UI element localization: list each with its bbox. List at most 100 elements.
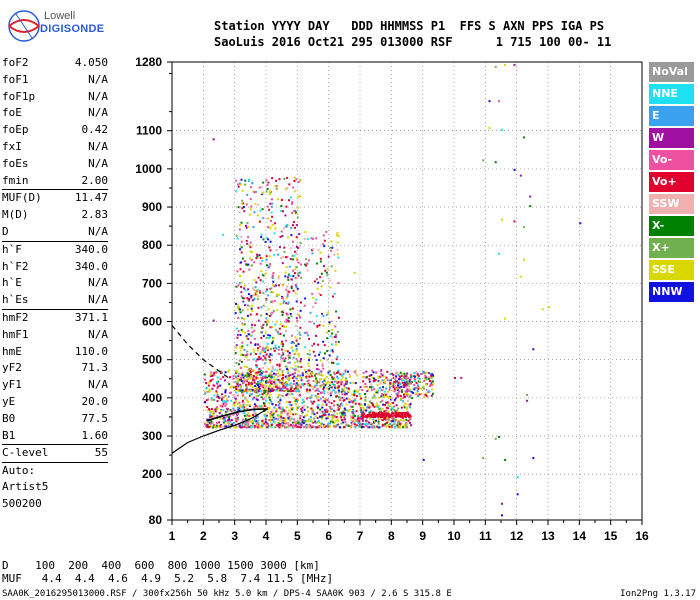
echo-dot <box>314 425 317 428</box>
echo-dot <box>293 210 296 212</box>
echo-dot <box>379 415 382 418</box>
echo-dot <box>233 401 236 404</box>
echo-dot <box>324 397 327 400</box>
echo-dot <box>224 416 227 419</box>
echo-dot <box>397 421 399 424</box>
echo-dot <box>355 390 358 393</box>
echo-dot <box>227 381 230 384</box>
echo-dot <box>366 406 368 409</box>
echo-dot <box>284 419 287 422</box>
echo-dot <box>313 322 315 325</box>
echo-dot <box>263 422 266 425</box>
echo-dot <box>275 378 278 381</box>
echo-dot <box>278 426 281 429</box>
echo-dot <box>286 368 289 371</box>
echo-dot <box>311 344 314 347</box>
echo-dot <box>375 391 378 394</box>
echo-dot <box>240 251 243 254</box>
echo-dot <box>278 368 281 371</box>
echo-dot <box>228 423 231 426</box>
echo-dot <box>266 381 269 384</box>
echo-dot <box>322 388 325 391</box>
echo-dot <box>292 406 295 409</box>
echo-dot <box>288 352 291 354</box>
echo-dot <box>277 372 279 375</box>
echo-dot <box>274 426 277 429</box>
echo-dot <box>225 400 227 403</box>
echo-dot <box>354 389 357 392</box>
echo-dot <box>321 410 324 413</box>
echo-dot <box>326 399 329 401</box>
echo-dot <box>288 361 291 364</box>
param-value: 71.3 <box>81 361 109 375</box>
echo-dot <box>249 334 252 337</box>
echo-dot <box>237 390 240 393</box>
echo-dot <box>274 421 277 424</box>
echo-dot <box>387 390 389 393</box>
echo-dot <box>371 404 374 407</box>
echo-dot <box>283 411 286 414</box>
echo-dot <box>208 421 211 424</box>
echo-dot <box>306 334 309 337</box>
legend-item-x-: X+ <box>649 238 694 258</box>
echo-dot <box>272 284 275 287</box>
echo-dot <box>337 256 340 259</box>
echo-dot <box>330 265 333 268</box>
echo-dot <box>361 412 364 415</box>
echo-dot <box>269 263 272 266</box>
echo-dot <box>318 421 320 424</box>
echo-dot <box>282 385 285 388</box>
echo-dot <box>310 371 313 374</box>
echo-dot <box>250 307 253 310</box>
echo-dot <box>316 368 319 371</box>
echo-dot <box>377 405 380 407</box>
echo-dot <box>316 426 319 429</box>
echo-dot <box>241 297 244 299</box>
echo-dot <box>412 391 414 394</box>
echo-dot <box>337 362 340 365</box>
legend-item-vo-: Vo- <box>649 150 694 170</box>
echo-dot <box>244 418 247 420</box>
echo-dot <box>254 344 257 346</box>
echo-dot <box>367 388 370 391</box>
echo-dot <box>276 386 279 389</box>
echo-dot <box>331 246 334 249</box>
echo-dot <box>504 317 507 320</box>
echo-dot <box>288 418 291 420</box>
echo-dot <box>399 375 402 378</box>
echo-dot <box>336 417 339 420</box>
echo-dot <box>429 385 432 388</box>
echo-dot <box>391 407 394 410</box>
echo-dot <box>267 424 270 427</box>
echo-dot <box>307 379 310 382</box>
echo-dot <box>288 265 291 268</box>
echo-dot <box>315 315 318 318</box>
echo-dot <box>271 414 274 417</box>
echo-dot <box>312 408 315 411</box>
echo-dot <box>352 414 355 417</box>
echo-dot <box>395 373 398 376</box>
echo-dot <box>299 414 302 417</box>
echo-dot <box>381 393 383 396</box>
logo-text-digisonde: DIGISONDE <box>40 23 105 35</box>
echo-dot <box>290 404 293 407</box>
echo-dot <box>247 298 250 301</box>
echo-dot <box>365 370 368 373</box>
echo-dot <box>288 415 291 418</box>
echo-dot <box>347 425 350 427</box>
echo-dot <box>319 351 322 354</box>
echo-dot <box>255 394 258 397</box>
echo-dot <box>344 421 347 424</box>
echo-dot <box>241 257 244 260</box>
echo-dot <box>295 339 298 342</box>
echo-dot <box>345 387 348 389</box>
echo-dot <box>362 380 365 383</box>
echo-dot <box>235 346 237 349</box>
echo-dot <box>374 411 377 414</box>
echo-dot <box>362 411 365 414</box>
echo-dot <box>256 255 259 258</box>
echo-dot <box>328 354 331 357</box>
echo-dot <box>336 248 339 251</box>
echo-dot <box>325 425 328 428</box>
echo-dot <box>284 339 287 342</box>
